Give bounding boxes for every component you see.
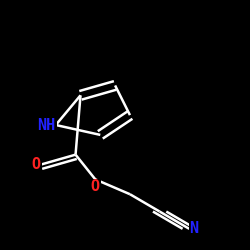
Text: O: O [32, 157, 41, 172]
Text: NH: NH [38, 118, 56, 132]
Text: O: O [91, 180, 100, 194]
Text: N: N [189, 221, 198, 236]
